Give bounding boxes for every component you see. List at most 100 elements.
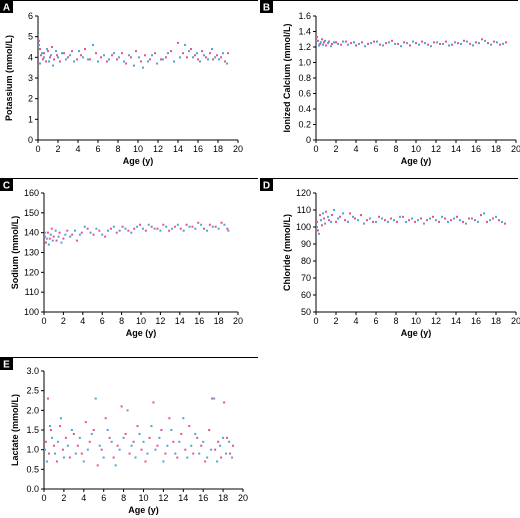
data-point-pink: [127, 229, 130, 232]
data-point-pink: [46, 231, 49, 234]
data-point-blue: [417, 219, 419, 222]
data-point-blue: [65, 58, 67, 61]
data-point-blue: [39, 62, 41, 65]
data-point-blue: [447, 220, 449, 223]
data-point-pink: [323, 41, 325, 44]
data-point-blue: [198, 452, 201, 455]
data-point-blue: [38, 43, 40, 46]
data-point-blue: [78, 50, 80, 53]
data-point-blue: [424, 42, 426, 45]
y-axis-title: Chloride (mmol/L): [282, 214, 292, 291]
data-point-pink: [203, 227, 206, 230]
data-point-blue: [112, 225, 115, 228]
data-point-blue: [142, 440, 145, 443]
data-point-pink: [89, 58, 91, 61]
data-point-pink: [180, 432, 183, 435]
y-tick-label: 5: [28, 32, 33, 42]
data-point-blue: [489, 219, 491, 222]
y-axis-title: Sodium (mmol/L): [10, 216, 20, 290]
panel-c: C 0 2 4 6 8 10 12 14 16 18 20 100 110 120 130 140 150 160 A…: [0, 178, 258, 338]
data-point-blue: [364, 45, 366, 48]
data-point-pink: [397, 42, 399, 45]
data-point-pink: [144, 460, 147, 463]
y-tick-label: 2.0: [26, 405, 39, 415]
data-point-blue: [147, 60, 149, 63]
data-point-pink: [211, 397, 214, 400]
data-point-blue: [429, 217, 431, 220]
data-point-pink: [409, 44, 411, 47]
data-point-blue: [435, 219, 437, 222]
data-point-blue: [214, 56, 216, 59]
data-point-pink: [116, 58, 118, 61]
data-point-pink: [316, 220, 318, 223]
data-point-blue: [146, 452, 149, 455]
data-point-pink: [132, 440, 135, 443]
data-point-pink: [50, 227, 53, 230]
x-tick-label: 4: [81, 493, 86, 503]
data-point-pink: [438, 220, 440, 223]
data-point-pink: [486, 220, 488, 223]
y-tick-label: 160: [24, 188, 39, 198]
panel-label: C: [3, 181, 10, 192]
x-tick-label: 4: [80, 316, 85, 326]
data-point-blue: [199, 60, 201, 63]
x-tick-label: 8: [121, 493, 126, 503]
data-point-pink: [319, 42, 321, 45]
data-point-pink: [468, 217, 470, 220]
y-tick-label: 1.0: [26, 445, 39, 455]
x-tick-label: 16: [198, 493, 208, 503]
data-point-blue: [316, 226, 318, 228]
data-point-pink: [177, 41, 179, 44]
data-point-pink: [48, 237, 51, 240]
data-point-pink: [325, 44, 327, 47]
data-point-blue: [453, 217, 455, 220]
data-point-pink: [220, 221, 223, 224]
data-point-pink: [44, 241, 47, 244]
data-point-blue: [83, 225, 86, 228]
y-tick-label: 1.5: [26, 425, 39, 435]
panel-label: E: [3, 360, 10, 371]
data-point-blue: [211, 48, 213, 51]
data-point-pink: [59, 60, 61, 63]
data-point-blue: [333, 209, 335, 211]
data-point-pink: [80, 54, 82, 57]
y-tick-label: 70: [301, 273, 311, 283]
y-tick-label: 0: [28, 135, 33, 145]
data-point-blue: [45, 460, 48, 463]
data-point-blue: [57, 56, 59, 59]
data-point-blue: [466, 40, 468, 43]
data-point-pink: [414, 220, 416, 223]
data-point-pink: [115, 231, 118, 234]
data-point-blue: [393, 219, 395, 222]
data-point-blue: [495, 215, 497, 218]
data-point-pink: [40, 54, 42, 57]
data-point-pink: [84, 48, 86, 51]
data-point-blue: [102, 456, 105, 459]
data-point-pink: [474, 219, 476, 222]
x-tick-label: 20: [238, 493, 248, 503]
data-point-pink: [498, 219, 500, 222]
data-point-pink: [88, 440, 91, 443]
data-point-blue: [320, 41, 322, 44]
data-point-blue: [496, 41, 498, 44]
data-point-blue: [51, 239, 54, 242]
data-point-blue: [78, 436, 81, 439]
data-point-pink: [125, 62, 127, 65]
data-point-pink: [469, 42, 471, 45]
data-point-blue: [98, 444, 101, 447]
data-point-blue: [57, 235, 60, 238]
data-point-blue: [347, 43, 349, 46]
data-point-blue: [459, 219, 461, 222]
data-point-blue: [216, 460, 219, 463]
data-point-pink: [344, 219, 346, 222]
data-point-pink: [335, 41, 337, 44]
data-point-blue: [477, 220, 479, 223]
data-point-blue: [318, 232, 320, 235]
data-point-pink: [80, 231, 83, 234]
data-point-pink: [179, 227, 182, 230]
data-point-blue: [128, 54, 130, 57]
data-point-blue: [357, 219, 359, 222]
data-point-blue: [82, 56, 84, 59]
data-point-blue: [52, 64, 54, 67]
